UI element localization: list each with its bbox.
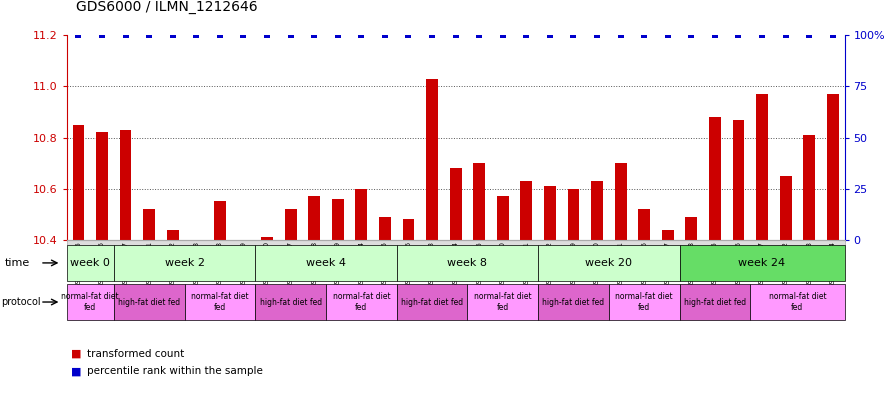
Bar (638, 209, 650, 240)
Text: ■: ■ (71, 349, 82, 359)
Point (425, 32, 439, 39)
Bar (733, 120, 744, 240)
Bar (167, 230, 179, 240)
Bar (544, 186, 556, 240)
Point (826, 32, 840, 39)
Bar (284, 209, 297, 240)
Point (685, 32, 699, 39)
Point (661, 32, 675, 39)
Point (118, 32, 132, 39)
Text: normal-fat diet
fed: normal-fat diet fed (769, 292, 826, 312)
Bar (120, 130, 132, 240)
Text: week 2: week 2 (164, 258, 204, 268)
Point (260, 32, 274, 39)
Bar (757, 94, 768, 240)
Point (566, 32, 581, 39)
Point (71, 32, 85, 39)
Bar (520, 181, 533, 240)
Point (307, 32, 321, 39)
Text: high-fat diet fed: high-fat diet fed (260, 298, 322, 307)
Text: high-fat diet fed: high-fat diet fed (118, 298, 180, 307)
Bar (426, 79, 438, 240)
Text: high-fat diet fed: high-fat diet fed (542, 298, 605, 307)
Text: transformed count: transformed count (87, 349, 184, 359)
Point (779, 32, 793, 39)
Bar (614, 163, 627, 240)
Text: normal-fat diet
fed: normal-fat diet fed (61, 292, 119, 312)
Point (165, 32, 180, 39)
Point (732, 32, 746, 39)
Bar (403, 219, 414, 240)
Point (449, 32, 463, 39)
Point (613, 32, 628, 39)
Text: week 4: week 4 (306, 258, 346, 268)
Text: GDS6000 / ILMN_1212646: GDS6000 / ILMN_1212646 (76, 0, 257, 14)
Bar (261, 237, 273, 240)
Bar (308, 196, 320, 240)
Point (354, 32, 368, 39)
Point (637, 32, 652, 39)
Point (802, 32, 816, 39)
Point (284, 32, 298, 39)
Bar (497, 196, 509, 240)
Text: high-fat diet fed: high-fat diet fed (684, 298, 746, 307)
Point (590, 32, 605, 39)
Bar (804, 135, 815, 240)
Bar (662, 230, 674, 240)
Text: percentile rank within the sample: percentile rank within the sample (87, 366, 263, 376)
Text: protocol: protocol (1, 297, 41, 307)
Text: high-fat diet fed: high-fat diet fed (401, 298, 463, 307)
Point (401, 32, 415, 39)
Bar (567, 189, 580, 240)
Bar (73, 125, 84, 240)
Point (236, 32, 251, 39)
Text: normal-fat diet
fed: normal-fat diet fed (332, 292, 390, 312)
Text: week 24: week 24 (739, 258, 786, 268)
Bar (591, 181, 603, 240)
Bar (473, 163, 485, 240)
Point (472, 32, 486, 39)
Bar (450, 168, 461, 240)
Point (378, 32, 392, 39)
Point (212, 32, 227, 39)
Text: normal-fat diet
fed: normal-fat diet fed (191, 292, 249, 312)
Point (189, 32, 204, 39)
Point (496, 32, 510, 39)
Text: time: time (4, 258, 29, 268)
Point (755, 32, 769, 39)
Point (708, 32, 722, 39)
Bar (356, 189, 367, 240)
Bar (685, 217, 697, 240)
Bar (332, 199, 344, 240)
Text: week 20: week 20 (585, 258, 632, 268)
Point (519, 32, 533, 39)
Text: normal-fat diet
fed: normal-fat diet fed (615, 292, 673, 312)
Text: normal-fat diet
fed: normal-fat diet fed (474, 292, 532, 312)
Text: week 8: week 8 (447, 258, 487, 268)
Bar (379, 217, 391, 240)
Bar (214, 202, 226, 240)
Bar (96, 132, 108, 240)
Point (95, 32, 109, 39)
Text: week 0: week 0 (70, 258, 110, 268)
Bar (709, 117, 721, 240)
Point (543, 32, 557, 39)
Point (142, 32, 156, 39)
Point (331, 32, 345, 39)
Bar (143, 209, 155, 240)
Text: ■: ■ (71, 366, 82, 376)
Bar (827, 94, 838, 240)
Bar (780, 176, 791, 240)
